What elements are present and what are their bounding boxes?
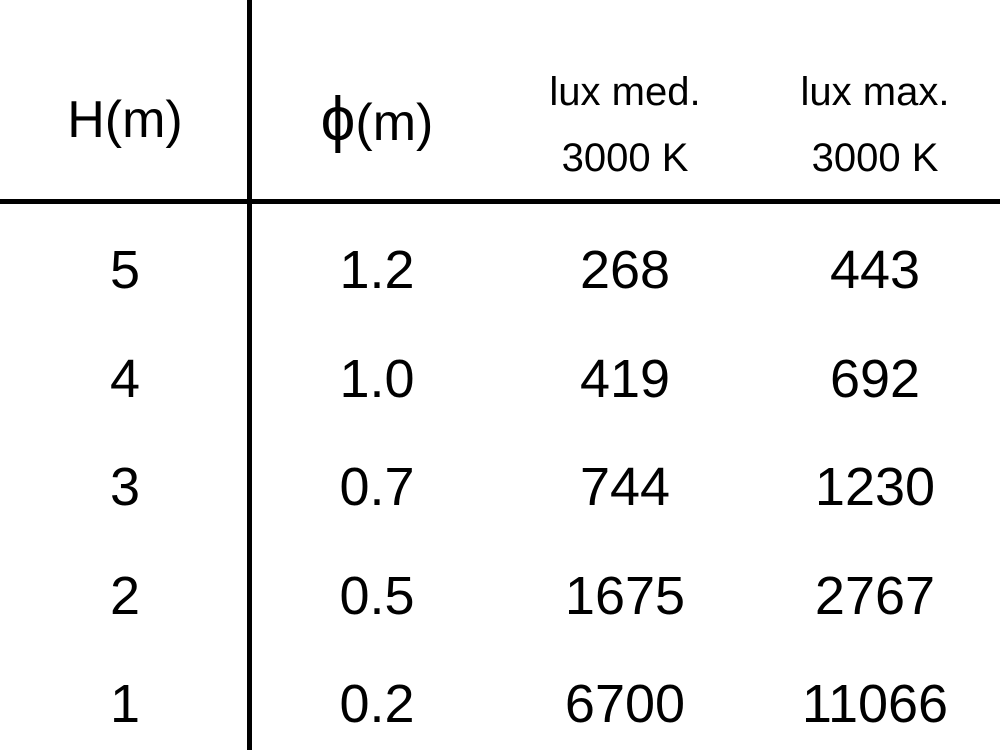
cell-lux-med: 419: [579, 348, 671, 409]
cell-diameter: 0.5: [339, 565, 415, 626]
cell-diameter: 0.2: [339, 674, 415, 734]
column-divider: [247, 0, 252, 750]
header-text: H(m): [67, 91, 183, 149]
cell-height: 5: [109, 240, 141, 300]
header-lux-max-line2: 3000 K: [811, 136, 939, 180]
cell-lux-max: 1230: [814, 457, 936, 517]
cell-height: 3: [109, 457, 141, 517]
cell-diameter: 0.7: [339, 457, 415, 517]
cell-diameter: 1.2: [339, 240, 415, 300]
cell-lux-med: 268: [579, 240, 671, 300]
cell-height: 2: [109, 565, 141, 626]
header-lux-max-line1: lux max.: [800, 70, 950, 114]
header-diameter: ϕ(m): [252, 80, 502, 163]
cell-lux-max: 11066: [801, 674, 949, 734]
cell-lux-max: 2767: [814, 565, 936, 626]
header-height: H(m): [0, 80, 250, 160]
cell-height: 4: [109, 348, 141, 409]
header-divider: [0, 199, 1000, 204]
phi-symbol: ϕ: [320, 85, 356, 154]
header-lux-med-line2: 3000 K: [561, 136, 689, 180]
cell-diameter: 1.0: [339, 348, 415, 409]
header-text: (m): [355, 94, 434, 152]
cell-lux-max: 692: [829, 348, 921, 409]
header-lux-med-line1: lux med.: [549, 70, 701, 114]
cell-lux-med: 6700: [564, 674, 686, 734]
cell-lux-med: 1675: [564, 565, 686, 626]
cell-lux-max: 443: [829, 240, 921, 300]
cell-lux-med: 744: [579, 457, 671, 517]
cell-height: 1: [109, 674, 141, 734]
